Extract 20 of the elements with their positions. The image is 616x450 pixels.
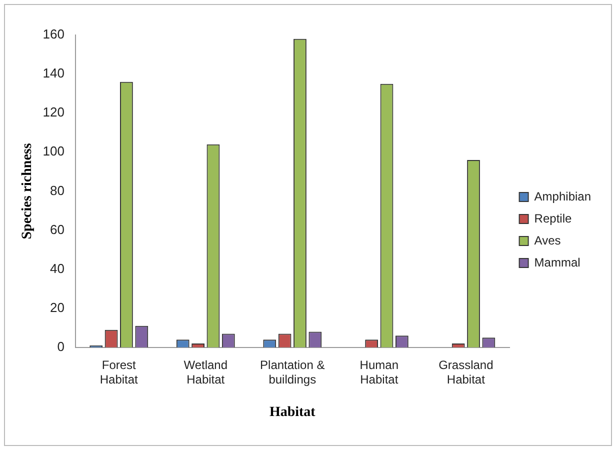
- y-tick-label: 160: [42, 26, 64, 42]
- y-tick-label: 80: [50, 182, 64, 198]
- y-tick-label: 20: [50, 300, 64, 315]
- y-axis-title: Species richness: [20, 142, 36, 240]
- y-tick-label: 120: [42, 104, 64, 120]
- x-axis-title: Habitat: [269, 405, 316, 420]
- y-tick-label: 60: [50, 222, 64, 237]
- legend-label: Aves: [534, 233, 561, 248]
- y-tick-label: 40: [50, 260, 64, 276]
- legend-label: Mammal: [534, 255, 580, 270]
- x-tick-label: Human Habitat: [360, 358, 399, 386]
- legend-label: Amphibian: [534, 189, 591, 204]
- legend-label: Reptile: [534, 211, 572, 226]
- y-tick-label: 140: [42, 66, 64, 81]
- x-tick-label: Plantation & buildings: [260, 358, 325, 386]
- y-tick-label: 0: [57, 338, 64, 354]
- x-tick-label: Grassland Habitat: [438, 358, 494, 386]
- y-tick-label: 100: [42, 144, 64, 159]
- x-tick-label: Forest Habitat: [100, 358, 139, 386]
- x-tick-label: Wetland Habitat: [184, 358, 228, 386]
